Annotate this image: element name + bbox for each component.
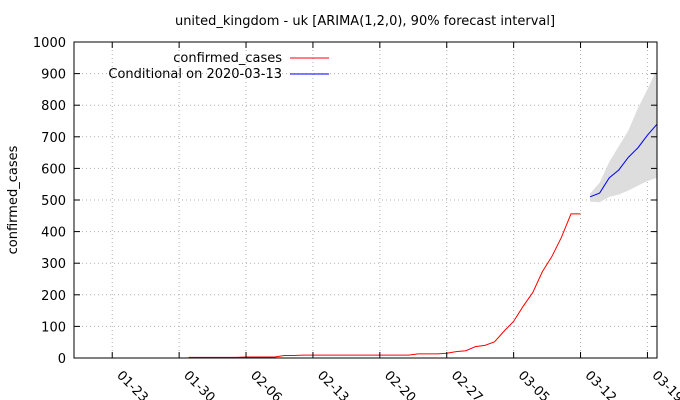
series-line-1 [188, 213, 581, 358]
series-line-2 [589, 123, 658, 198]
legend-label: confirmed_cases [173, 51, 282, 66]
y-tick-label: 300 [41, 257, 66, 272]
y-axis-ticks: 0 100 200 300 400 500 600 700 800 900 1000 [33, 36, 657, 367]
y-tick-label: 0 [58, 352, 66, 367]
y-tick-label: 100 [41, 320, 66, 335]
series-lines [188, 123, 658, 358]
y-tick-label: 600 [41, 162, 66, 177]
y-axis-title: confirmed_cases [6, 145, 21, 254]
y-tick-label: 800 [41, 99, 66, 114]
y-tick-label: 200 [41, 289, 66, 304]
y-tick-label: 400 [41, 226, 66, 241]
chart-title: united_kingdom - uk [ARIMA(1,2,0), 90% f… [175, 14, 555, 29]
y-tick-label: 700 [41, 131, 66, 146]
forecast-interval-area [590, 68, 657, 203]
y-tick-label: 1000 [33, 36, 66, 51]
legend-label: Conditional on 2020-03-13 [108, 67, 282, 82]
forecast-interval-band [590, 68, 657, 203]
y-tick-label: 500 [41, 194, 66, 209]
y-tick-label: 900 [41, 68, 66, 83]
